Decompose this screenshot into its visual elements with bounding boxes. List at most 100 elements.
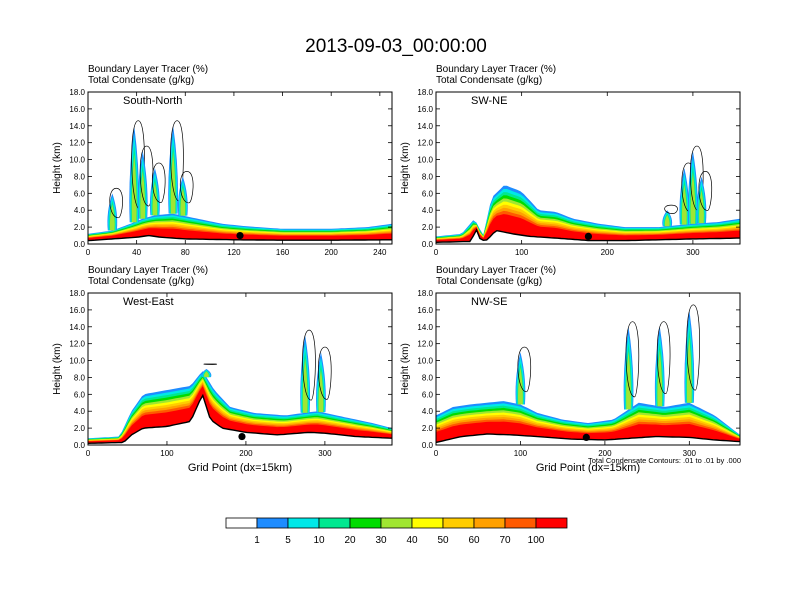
convective-plume: [518, 367, 523, 405]
panel-south-north: 0.0 2.0 4.0 6.0 8.0 10.0 12.0 14.0 16.0 18.0 0 40 80…: [52, 64, 393, 257]
y-tick-label: 4.0: [422, 206, 434, 215]
x-tick-label: 40: [132, 248, 141, 257]
y-tick-label: 10.0: [417, 156, 433, 165]
y-tick-label: 8.0: [74, 373, 86, 382]
colorbar-swatch: [225, 517, 258, 529]
terrain-outline: [436, 228, 740, 243]
condensate-contour: [656, 321, 671, 394]
x-tick-label: 200: [601, 248, 615, 257]
y-tick-label: 6.0: [422, 390, 434, 399]
colorbar-swatch: [318, 517, 351, 529]
location-marker: [238, 432, 246, 441]
colorbar-label: 5: [285, 535, 291, 546]
colorbar-label: 20: [344, 535, 356, 546]
colorbar-label: 100: [528, 535, 545, 546]
convective-plume: [690, 172, 696, 224]
y-tick-label: 6.0: [422, 189, 434, 198]
y-tick-label: 12.0: [69, 340, 85, 349]
colorbar-swatch: [411, 517, 444, 529]
x-tick-label: 200: [325, 248, 339, 257]
panel-title-condensate: Total Condensate (g/kg): [436, 75, 542, 86]
y-tick-label: 12.0: [69, 139, 85, 148]
plot-frame: [435, 91, 741, 245]
y-tick-label: 4.0: [422, 407, 434, 416]
condensate-contour: [152, 162, 166, 203]
x-tick-label: 240: [373, 248, 387, 257]
convective-plume: [140, 170, 146, 219]
y-tick-label: 0.0: [74, 240, 86, 249]
y-tick-label: 18.0: [69, 289, 85, 298]
colorbar-swatch: [504, 517, 537, 529]
y-tick-label: 14.0: [417, 323, 433, 332]
convective-plume: [686, 337, 692, 403]
convective-plume: [699, 190, 704, 224]
terrain: [88, 395, 392, 445]
plot-frame: [435, 292, 741, 446]
convective-plume: [131, 153, 137, 223]
convective-plume: [657, 350, 663, 407]
panel-title-condensate: Total Condensate (g/kg): [436, 276, 542, 287]
panel-label: SW-NE: [471, 95, 507, 107]
colorbar-swatch: [380, 517, 413, 529]
y-axis-label: Height (km): [400, 142, 411, 194]
x-tick-label: 100: [514, 449, 528, 458]
y-tick-label: 12.0: [417, 139, 433, 148]
y-tick-label: 10.0: [69, 156, 85, 165]
y-tick-label: 6.0: [74, 390, 86, 399]
panel-west-east: 0.0 2.0 4.0 6.0 8.0 10.0 12.0 14.0 16.0 18.0 0 100 2…: [52, 265, 393, 474]
x-axis-label: Grid Point (dx=15km): [188, 462, 292, 474]
x-tick-label: 200: [239, 449, 253, 458]
colorbar-swatch: [473, 517, 506, 529]
condensate-contour: [203, 363, 218, 365]
y-tick-label: 14.0: [69, 323, 85, 332]
y-tick-label: 0.0: [422, 441, 434, 450]
panel-title-tracer: Boundary Layer Tracer (%): [88, 64, 208, 75]
terrain-outline: [88, 393, 392, 444]
y-tick-label: 18.0: [417, 88, 433, 97]
y-tick-label: 4.0: [74, 206, 86, 215]
y-tick-label: 10.0: [69, 357, 85, 366]
terrain-outline: [88, 234, 392, 242]
location-marker: [582, 433, 590, 441]
convective-plume: [626, 350, 631, 410]
y-tick-label: 12.0: [417, 340, 433, 349]
x-tick-label: 100: [160, 449, 174, 458]
condensate-contour: [698, 171, 713, 211]
panel-title-condensate: Total Condensate (g/kg): [88, 276, 194, 287]
y-tick-label: 0.0: [422, 240, 434, 249]
colorbar-label: 40: [406, 535, 418, 546]
colorbar-label: 10: [313, 535, 325, 546]
condensate-contour: [517, 346, 532, 393]
colorbar-swatch: [349, 517, 382, 529]
y-tick-label: 16.0: [69, 306, 85, 315]
convective-plume: [170, 151, 176, 214]
x-tick-label: 300: [318, 449, 332, 458]
colorbar-label: 50: [437, 535, 449, 546]
y-tick-label: 8.0: [422, 373, 434, 382]
panel-title-tracer: Boundary Layer Tracer (%): [88, 265, 208, 276]
x-tick-label: 120: [227, 248, 241, 257]
y-tick-label: 2.0: [74, 223, 86, 232]
condensate-contour: [109, 187, 123, 219]
y-tick-label: 16.0: [417, 105, 433, 114]
y-tick-label: 18.0: [417, 289, 433, 298]
convective-plume: [302, 357, 308, 413]
colorbar-label: 60: [468, 535, 480, 546]
y-tick-label: 14.0: [69, 122, 85, 131]
y-tick-label: 8.0: [422, 172, 434, 181]
y-tick-label: 2.0: [422, 424, 434, 433]
plot-frame: [87, 292, 393, 446]
panel-label: South-North: [123, 95, 182, 107]
panel-title-tracer: Boundary Layer Tracer (%): [436, 265, 556, 276]
y-tick-label: 4.0: [74, 407, 86, 416]
x-tick-label: 0: [86, 449, 91, 458]
location-marker: [236, 231, 244, 240]
colorbar-label: 30: [375, 535, 387, 546]
y-tick-label: 10.0: [417, 357, 433, 366]
y-tick-label: 2.0: [74, 424, 86, 433]
y-tick-label: 16.0: [417, 306, 433, 315]
condensate-contour: [179, 171, 194, 204]
plot-frame: [87, 91, 393, 245]
y-tick-label: 18.0: [69, 88, 85, 97]
y-tick-label: 16.0: [69, 105, 85, 114]
